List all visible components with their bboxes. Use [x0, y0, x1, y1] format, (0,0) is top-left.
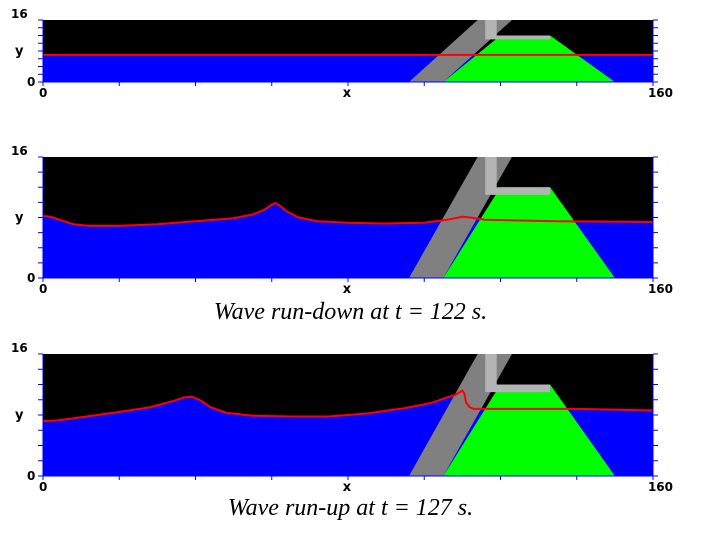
- breakwater-core: [443, 35, 615, 82]
- y-max-label: 16: [11, 144, 28, 158]
- caption-run-up: Wave run-up at t = 127 s.: [227, 495, 474, 521]
- x-min-label: 0: [39, 480, 47, 494]
- x-axis-label: x: [343, 480, 352, 495]
- y-axis-label: y: [15, 44, 24, 59]
- water-surface-line: [42, 389, 654, 423]
- y-min-label: 0: [27, 469, 35, 483]
- crown-wall: [485, 157, 551, 195]
- x-max-label: 160: [648, 282, 673, 296]
- y-max-label: 16: [11, 7, 28, 21]
- x-axis-label: x: [343, 86, 352, 101]
- y-min-label: 0: [27, 271, 35, 285]
- breakwater-core: [443, 187, 615, 278]
- y-min-label: 0: [27, 75, 35, 89]
- breakwater-core: [443, 384, 615, 476]
- crown-wall: [485, 20, 551, 40]
- crown-wall: [485, 354, 551, 393]
- y-axis-label: y: [15, 408, 24, 423]
- x-axis-label: x: [343, 282, 352, 297]
- x-min-label: 0: [39, 86, 47, 100]
- x-min-label: 0: [39, 282, 47, 296]
- water-surface-line: [42, 202, 654, 227]
- x-max-label: 160: [648, 86, 673, 100]
- caption-run-down: Wave run-down at t = 122 s.: [213, 299, 488, 325]
- y-max-label: 16: [11, 341, 28, 355]
- y-axis-label: y: [15, 211, 24, 226]
- x-max-label: 160: [648, 480, 673, 494]
